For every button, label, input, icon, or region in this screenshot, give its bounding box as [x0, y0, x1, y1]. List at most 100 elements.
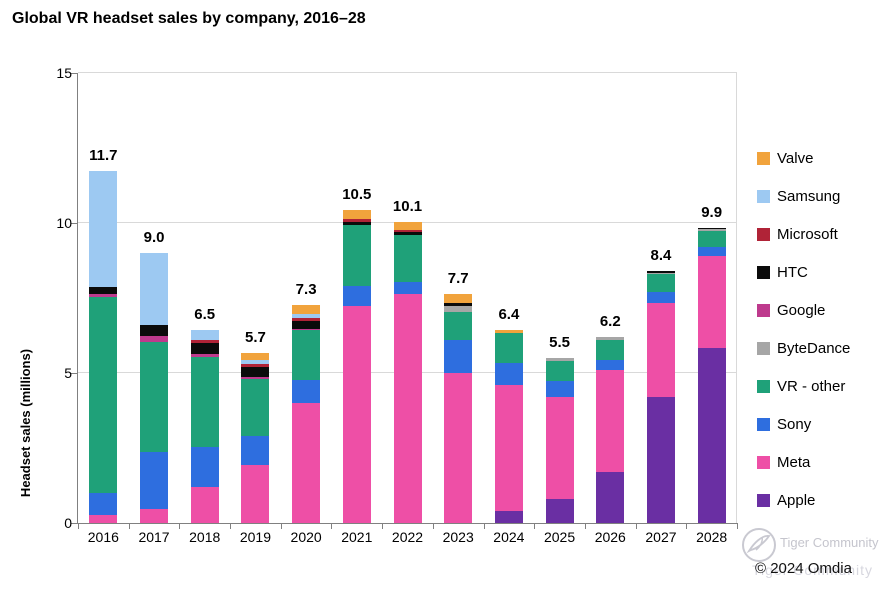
bar-segment-2016-Meta [89, 514, 118, 523]
x-axis-label-2021: 2021 [341, 529, 373, 545]
bar-segment-2019-Samsung [241, 360, 270, 364]
chart-title: Global VR headset sales by company, 2016… [12, 10, 366, 27]
x-tick-12 [686, 523, 688, 529]
bar-segment-2021-Microsoft [342, 218, 371, 222]
y-tick-15 [71, 73, 78, 74]
bar-segment-2016-Samsung [89, 171, 118, 287]
bar-segment-2026-Meta [596, 370, 625, 472]
bar-2020 [292, 305, 321, 523]
bar-segment-2017-HTC [140, 325, 169, 337]
legend-swatch-Microsoft [757, 227, 770, 241]
x-tick-2 [179, 523, 181, 529]
bar-segment-2016-Sony [89, 493, 118, 515]
legend-label-Valve: Valve [777, 149, 814, 167]
legend-item-Meta: Meta [757, 453, 850, 471]
copyright-text: © 2024 Omdia [755, 560, 852, 577]
bar-segment-2025-Sony [545, 380, 574, 397]
x-axis-line [71, 523, 737, 524]
bar-segment-2017-Samsung [140, 253, 169, 326]
x-tick-11 [635, 523, 637, 529]
y-axis-line [77, 73, 78, 523]
bar-segment-2027-VR-other [646, 274, 675, 292]
bar-segment-2020-Samsung [292, 314, 321, 318]
bar-2017 [140, 253, 169, 523]
bar-2022 [393, 221, 422, 523]
bar-2024 [494, 329, 523, 523]
x-tick-4 [280, 523, 282, 529]
legend-label-VR-other: VR - other [777, 377, 846, 395]
y-tick-5 [71, 373, 78, 374]
bar-segment-2021-VR-other [342, 224, 371, 286]
bar-segment-2027-Sony [646, 292, 675, 303]
plot-area: Headset sales (millions) 15 10 5 0 11.7 9.0 6… [18, 65, 738, 545]
bar-segment-2026-ByteDance [596, 337, 625, 340]
bar-2019 [241, 352, 270, 523]
legend-label-Sony: Sony [777, 415, 812, 433]
tiger-community-logo-icon [742, 528, 776, 562]
bar-segment-2018-Samsung [190, 329, 219, 341]
bar-segment-2020-Microsoft [292, 317, 321, 321]
bar-segment-2021-Sony [342, 286, 371, 306]
legend-item-Apple: Apple [757, 491, 850, 509]
bar-segment-2021-Valve [342, 209, 371, 219]
legend-item-Microsoft: Microsoft [757, 226, 850, 243]
x-tick-3 [230, 523, 232, 529]
bar-segment-2022-Sony [393, 281, 422, 294]
bar-total-label-2020: 7.3 [295, 281, 317, 299]
legend-swatch-Apple [757, 493, 770, 507]
x-tick-8 [483, 523, 485, 529]
legend-label-Apple: Apple [777, 491, 816, 509]
x-axis-label-2018: 2018 [189, 529, 221, 545]
x-axis-label-2026: 2026 [594, 529, 626, 545]
x-tick-13 [737, 523, 738, 529]
y-axis-title: Headset sales (millions) [18, 348, 33, 498]
x-axis-label-2022: 2022 [391, 529, 424, 545]
bar-segment-2020-VR-other [292, 330, 321, 380]
bar-segment-2025-Meta [545, 397, 574, 499]
legend-label-HTC: HTC [777, 263, 808, 281]
bar-segment-2017-VR-other [140, 342, 169, 452]
legend-item-ByteDance: ByteDance [757, 339, 851, 357]
bar-segment-2016-VR-other [89, 296, 118, 494]
legend-label-Meta: Meta [777, 453, 811, 471]
bar-segment-2027-Meta [646, 302, 675, 397]
legend: Valve Samsung Microsoft HTC Google ByteDance V… [757, 150, 850, 530]
bar-segment-2028-ByteDance [697, 229, 726, 231]
bar-segment-2023-ByteDance [444, 305, 473, 312]
bar-segment-2020-HTC [292, 320, 321, 329]
legend-swatch-Samsung [757, 189, 770, 203]
bar-segment-2024-Valve [494, 329, 523, 333]
bar-segment-2019-HTC [241, 366, 270, 378]
legend-swatch-HTC [757, 265, 770, 279]
bar-segment-2020-Google [292, 328, 321, 331]
legend-item-HTC: HTC [757, 263, 850, 281]
bar-segment-2016-Google [89, 294, 118, 297]
bar-segment-2018-Sony [190, 447, 219, 487]
bar-segment-2027-HTC [646, 271, 675, 273]
bar-segment-2018-Meta [190, 487, 219, 523]
bar-segment-2017-Sony [140, 451, 169, 509]
x-axis-label-2024: 2024 [493, 529, 525, 545]
x-tick-0 [78, 523, 79, 529]
bar-segment-2022-HTC [393, 232, 422, 235]
bar-segment-2019-Sony [241, 436, 270, 465]
bar-segment-2028-VR-other [697, 230, 726, 247]
bar-segment-2024-Meta [494, 385, 523, 511]
bar-segment-2017-Meta [140, 508, 169, 523]
bar-total-label-2028: 9.9 [701, 203, 723, 221]
bar-segment-2019-Google [241, 377, 270, 379]
legend-swatch-Sony [757, 417, 770, 431]
legend-label-ByteDance: ByteDance [777, 339, 851, 357]
bar-2016 [89, 171, 118, 523]
bar-total-label-2025: 5.5 [549, 334, 570, 351]
legend-label-Google: Google [777, 301, 826, 319]
x-tick-6 [382, 523, 384, 529]
gridline-15 [78, 72, 737, 73]
bar-segment-2024-Apple [494, 511, 523, 523]
bar-2018 [190, 329, 219, 523]
bar-total-label-2023: 7.7 [447, 269, 469, 287]
x-axis-label-2028: 2028 [696, 529, 728, 545]
bar-segment-2016-HTC [89, 286, 118, 295]
legend-swatch-Google [757, 303, 770, 317]
bar-total-label-2018: 6.5 [194, 305, 216, 323]
